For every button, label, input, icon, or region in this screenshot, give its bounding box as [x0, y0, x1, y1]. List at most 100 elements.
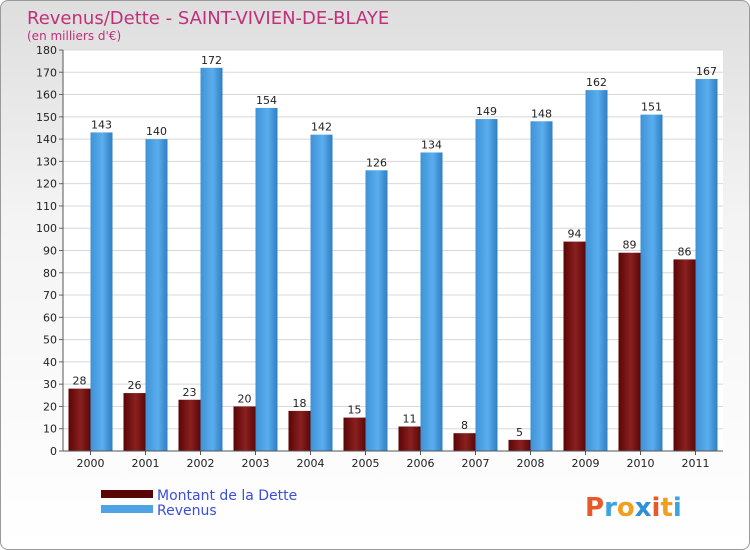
x-tick-label: 2003 [242, 457, 270, 470]
data-label-debt: 15 [348, 404, 362, 417]
data-label-debt: 20 [238, 392, 252, 405]
y-tick-label: 110 [36, 200, 57, 213]
y-tick-label: 130 [36, 155, 57, 168]
grid-layer [63, 49, 723, 452]
logo-letter: o [617, 493, 635, 523]
legend: Montant de la Dette Revenus [101, 488, 297, 519]
bar-revenus [310, 134, 333, 451]
data-label-debt: 23 [183, 386, 197, 399]
x-tick-label: 2002 [187, 457, 215, 470]
bars-layer: 28 143 26 140 23 172 20 154 18 142 15 126 11 134 8 149 5… [68, 54, 718, 452]
y-tick-label: 80 [43, 267, 57, 280]
bar-revenus [585, 90, 608, 451]
x-tick-label: 2004 [297, 457, 325, 470]
data-label-debt: 28 [73, 375, 87, 388]
y-tick-label: 120 [36, 178, 57, 191]
y-tick-label: 150 [36, 111, 57, 124]
y-tick-label: 60 [43, 311, 57, 324]
data-label-debt: 8 [461, 419, 468, 432]
data-label-revenus: 148 [531, 107, 552, 120]
data-label-debt: 26 [128, 379, 142, 392]
bar-revenus [255, 107, 278, 451]
legend-label-revenus: Revenus [157, 503, 217, 519]
data-label-debt: 94 [568, 228, 582, 241]
bar-debt [618, 252, 641, 451]
bar-debt [453, 433, 476, 451]
x-axis: 2000 2001 2002 2003 2004 2005 2006 2007 2008 2009… [63, 450, 723, 470]
bar-revenus [640, 114, 663, 451]
logo-letter: t [660, 493, 672, 523]
y-tick-label: 140 [36, 133, 57, 146]
bar-debt [563, 241, 586, 451]
bar-debt [673, 259, 696, 451]
bar-revenus [475, 119, 498, 452]
bar-debt [343, 417, 366, 451]
proxiti-logo: Proxiti [585, 493, 682, 523]
logo-letter: x [635, 493, 652, 523]
bar-debt [178, 399, 201, 451]
data-label-revenus: 126 [366, 156, 387, 169]
x-tick-label: 2000 [77, 457, 105, 470]
logo-letter: i [652, 493, 661, 523]
bar-debt [233, 406, 256, 451]
y-tick-label: 70 [43, 289, 57, 302]
y-tick-label: 160 [36, 89, 57, 102]
bar-revenus [90, 132, 113, 451]
chart-subtitle: (en milliers d'€) [27, 29, 121, 43]
x-tick-label: 2011 [682, 457, 710, 470]
data-label-debt: 5 [516, 426, 523, 439]
data-label-revenus: 143 [91, 118, 112, 131]
y-axis: 0 10 20 30 40 50 60 70 80 90 100 110 120 130 140 150 160… [36, 44, 64, 458]
bar-debt [398, 426, 421, 451]
y-tick-label: 90 [43, 245, 57, 258]
bar-revenus [420, 152, 443, 451]
y-tick-label: 100 [36, 222, 57, 235]
x-tick-label: 2010 [627, 457, 655, 470]
logo-letter: r [604, 493, 617, 523]
data-label-revenus: 151 [641, 101, 662, 114]
bar-revenus [530, 121, 553, 452]
y-tick-label: 30 [43, 378, 57, 391]
x-tick-label: 2005 [352, 457, 380, 470]
data-label-revenus: 162 [586, 76, 607, 89]
logo-letter: P [585, 493, 604, 523]
data-label-debt: 86 [678, 245, 692, 258]
y-tick-label: 10 [43, 423, 57, 436]
data-label-debt: 18 [293, 397, 307, 410]
x-tick-label: 2006 [407, 457, 435, 470]
x-tick-label: 2001 [132, 457, 160, 470]
x-tick-label: 2007 [462, 457, 490, 470]
legend-swatch-revenus [101, 505, 153, 513]
bar-revenus [145, 139, 168, 451]
x-tick-label: 2008 [517, 457, 545, 470]
data-label-revenus: 134 [421, 138, 442, 151]
bar-debt [508, 439, 531, 451]
data-label-debt: 89 [623, 239, 637, 252]
data-label-revenus: 149 [476, 105, 497, 118]
y-tick-label: 20 [43, 400, 57, 413]
bar-debt [68, 388, 91, 451]
y-tick-label: 40 [43, 356, 57, 369]
bar-revenus [695, 78, 718, 451]
data-label-revenus: 154 [256, 94, 277, 107]
bar-revenus [200, 67, 223, 452]
data-label-revenus: 172 [201, 54, 222, 67]
bar-debt [123, 393, 146, 451]
x-tick-label: 2009 [572, 457, 600, 470]
data-label-debt: 11 [403, 412, 417, 425]
logo-letter: i [673, 493, 682, 523]
y-tick-label: 170 [36, 66, 57, 79]
data-label-revenus: 142 [311, 121, 332, 134]
y-tick-label: 180 [36, 44, 57, 57]
y-tick-label: 0 [50, 445, 57, 458]
bar-revenus [365, 170, 388, 452]
y-tick-label: 50 [43, 334, 57, 347]
legend-swatch-debt [101, 490, 153, 498]
bar-debt [288, 410, 311, 451]
chart-title: Revenus/Dette - SAINT-VIVIEN-DE-BLAYE [27, 8, 389, 29]
data-label-revenus: 167 [696, 65, 717, 78]
legend-label-debt: Montant de la Dette [157, 488, 297, 504]
data-label-revenus: 140 [146, 125, 167, 138]
